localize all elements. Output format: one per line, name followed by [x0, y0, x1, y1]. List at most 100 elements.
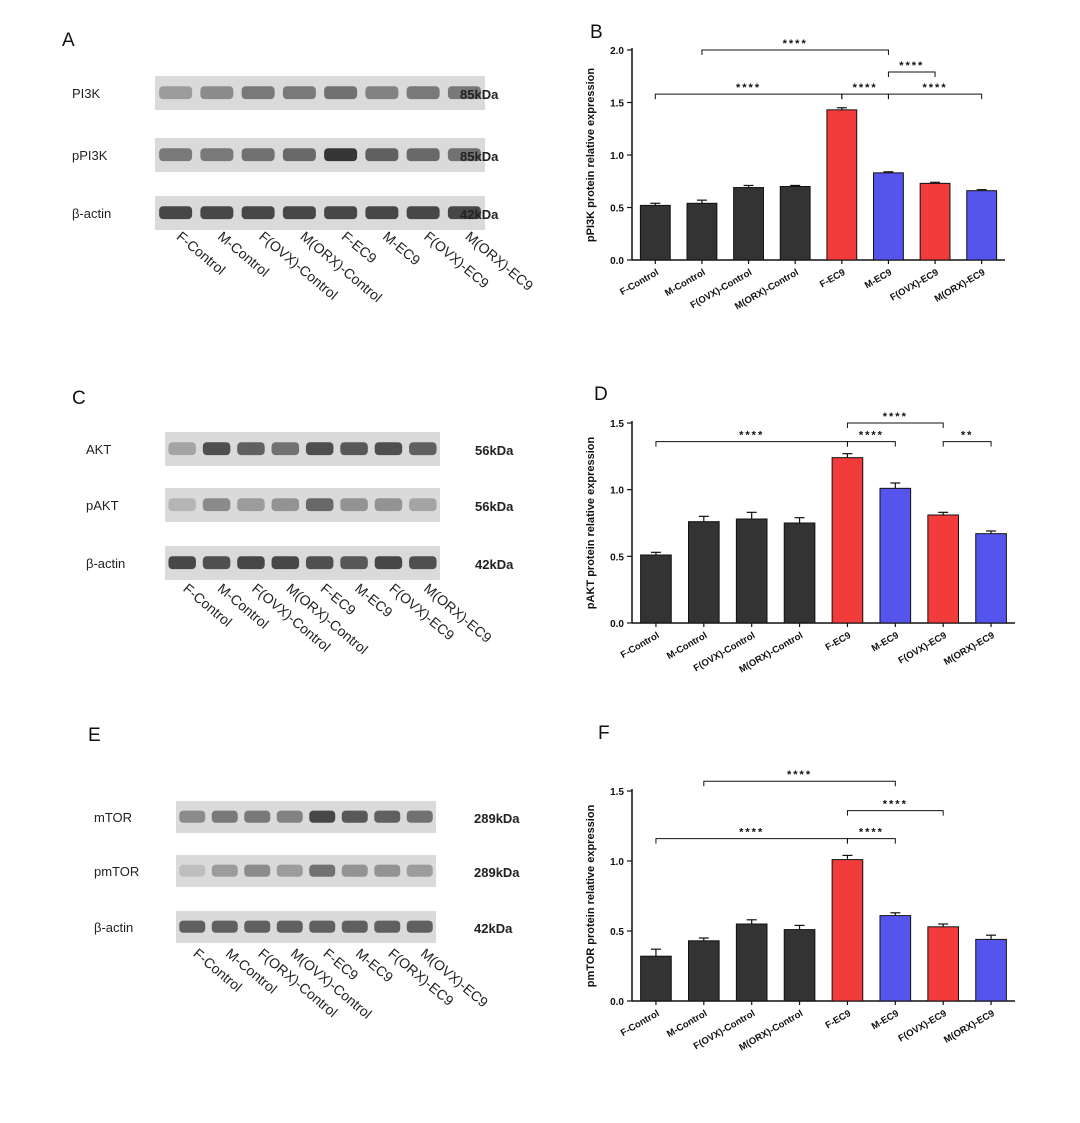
blot-band	[168, 498, 196, 512]
blot-band	[276, 864, 303, 877]
bar-4	[831, 457, 864, 624]
blot-band	[374, 864, 401, 877]
bar-1	[687, 521, 720, 624]
y-axis-title: pmTOR protein relative expression	[585, 804, 597, 987]
significance-bracket: ****	[846, 827, 896, 844]
significance-bracket: ****	[887, 82, 983, 100]
y-axis-title: pPI3K protein relative expression	[585, 68, 597, 243]
blot-band	[324, 86, 358, 100]
bracket-line	[655, 441, 848, 447]
blot-band	[340, 498, 368, 512]
y-tick-label: 1.5	[610, 99, 624, 110]
bar-4	[826, 109, 858, 261]
blot-band	[179, 864, 206, 877]
bracket-line	[846, 838, 896, 844]
blot-band	[168, 442, 196, 456]
blot-row-1: pmTOR 289kDa	[94, 855, 520, 887]
blot-band	[271, 442, 300, 456]
blot-kda-label: 42kDa	[474, 921, 513, 936]
panel-letter-b: B	[590, 22, 603, 43]
x-tick-label: M(ORX)-EC9	[942, 1008, 996, 1046]
significance-bracket: ****	[887, 60, 936, 78]
blot-band	[447, 148, 481, 162]
blot-band	[406, 864, 433, 877]
blot-protein-label: pmTOR	[94, 864, 139, 879]
significance-stars: ****	[739, 430, 764, 442]
blot-row-1: pPI3K 85kDa	[72, 138, 499, 172]
blot-row-2: β-actin 42kDa	[72, 196, 499, 230]
x-tick-label: F-EC9	[818, 267, 847, 290]
x-tick-label: M-Control	[665, 630, 709, 662]
blot-band	[305, 498, 334, 512]
blot-protein-label: β-actin	[94, 920, 133, 935]
bar-chart-b: 0.0 0.5 1.0 1.5 2.0 pPI3K protein relative ex…	[585, 38, 1005, 312]
y-tick-label: 1.0	[610, 857, 624, 868]
blot-band	[271, 556, 300, 570]
y-axis-title: pAKT protein relative expression	[585, 437, 597, 610]
blot-kda-label: 85kDa	[460, 87, 499, 102]
blot-band	[237, 498, 265, 512]
blot-band	[340, 556, 368, 570]
y-tick-label: 2.0	[610, 46, 624, 57]
bracket-line	[887, 71, 936, 78]
bracket-line	[655, 838, 848, 844]
blot-band	[406, 206, 440, 220]
significance-bracket: ****	[846, 799, 944, 816]
bar-1	[687, 940, 720, 1002]
x-tick-label: F-Control	[619, 630, 662, 661]
y-tick-label: 0.5	[610, 927, 624, 938]
bar-5	[873, 172, 904, 261]
blot-kda-label: 289kDa	[474, 865, 520, 880]
blot-kda-label: 56kDa	[475, 499, 514, 514]
blot-band	[244, 864, 271, 877]
bar-chart-d: 0.0 0.5 1.0 1.5 pAKT protein relative expres…	[585, 411, 1015, 675]
bracket-line	[887, 93, 983, 100]
blot-band	[241, 206, 275, 220]
blot-band	[159, 148, 193, 162]
x-tick-label: M(ORX)-EC9	[933, 267, 987, 305]
blot-band	[282, 86, 316, 100]
blot-band	[409, 498, 437, 512]
x-tick-label: F(OVX)-EC9	[897, 1008, 949, 1044]
bar-chart-f: 0.0 0.5 1.0 1.5 pmTOR protein relative expre…	[585, 769, 1015, 1053]
blot-band	[200, 86, 234, 100]
bracket-line	[654, 93, 843, 100]
blot-band	[374, 442, 403, 456]
blot-band	[447, 86, 481, 100]
blot-band	[159, 86, 193, 100]
significance-bracket: ****	[841, 82, 889, 100]
significance-bracket: ****	[846, 430, 896, 447]
blot-row-1: pAKT 56kDa	[86, 488, 514, 522]
x-tick-label: F(OVX)-EC9	[888, 267, 940, 303]
blot-band	[179, 810, 206, 823]
significance-stars: ****	[853, 82, 878, 94]
y-tick-label: 1.5	[610, 787, 624, 798]
bracket-line	[701, 49, 889, 55]
blot-band	[276, 810, 303, 823]
x-tick-label: M-EC9	[870, 630, 901, 654]
bar-2	[735, 923, 768, 1002]
panel-letter-f: F	[598, 723, 610, 744]
blot-band	[341, 864, 368, 877]
blot-band	[305, 442, 334, 456]
significance-bracket: ****	[846, 411, 944, 428]
blot-row-0: AKT 56kDa	[86, 432, 514, 466]
blot-band	[244, 810, 271, 823]
blot-band	[406, 810, 433, 823]
blot-band	[374, 920, 401, 933]
blot-kda-label: 42kDa	[460, 207, 499, 222]
y-tick-label: 1.0	[610, 486, 624, 497]
significance-bracket: ****	[655, 430, 848, 447]
bracket-line	[703, 780, 896, 787]
y-tick-label: 0.0	[610, 619, 624, 630]
blot-band	[406, 148, 440, 162]
blot-kda-label: 42kDa	[475, 557, 514, 572]
bar-2	[735, 518, 768, 624]
significance-bracket: ****	[701, 38, 889, 55]
blot-row-0: PI3K 85kDa	[72, 76, 499, 110]
blot-band	[211, 864, 238, 877]
blot-band	[341, 810, 368, 823]
blot-band	[374, 556, 403, 570]
blot-kda-label: 289kDa	[474, 811, 520, 826]
